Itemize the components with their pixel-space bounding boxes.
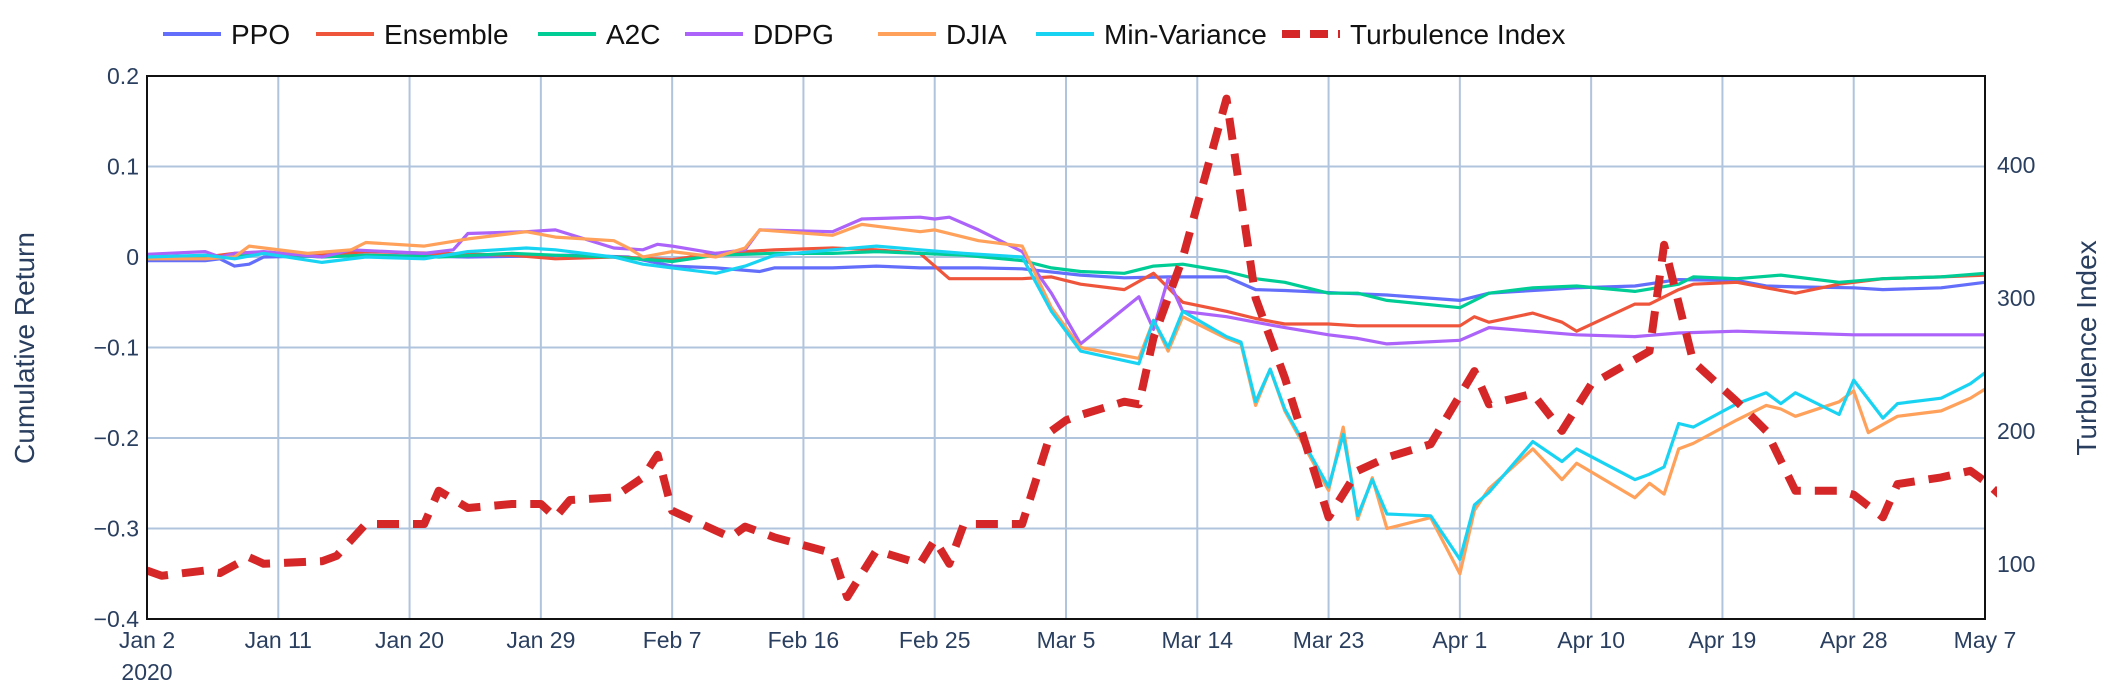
legend-label: Ensemble — [384, 19, 509, 50]
y-tick-label: −0.1 — [94, 335, 139, 361]
y-tick-label: −0.4 — [94, 606, 140, 632]
series-line-ddpg — [146, 215, 1985, 346]
series-line-turbulence-index — [147, 94, 1997, 602]
legend-item-turbulence-index[interactable]: Turbulence Index — [1282, 19, 1565, 50]
legend-item-ppo[interactable]: PPO — [163, 19, 290, 50]
x-year-label: 2020 — [121, 659, 172, 685]
legend-item-a2c[interactable]: A2C — [538, 19, 660, 50]
y2-axis-title: Turbulence Index — [2071, 240, 2102, 455]
legend-label: DDPG — [753, 19, 834, 50]
x-tick-label: Apr 19 — [1689, 627, 1757, 653]
x-tick-label: Mar 5 — [1037, 627, 1096, 653]
legend-label: DJIA — [946, 19, 1007, 50]
legend-label: A2C — [606, 19, 660, 50]
legend-item-ensemble[interactable]: Ensemble — [316, 19, 509, 50]
x-tick-label: Feb 16 — [768, 627, 840, 653]
x-tick-label: Jan 20 — [375, 627, 444, 653]
series-layer — [146, 94, 1997, 602]
legend-item-ddpg[interactable]: DDPG — [685, 19, 834, 50]
y-tick-label: 0.1 — [107, 154, 139, 180]
y-axis-title: Cumulative Return — [9, 232, 40, 464]
series-line-ensemble — [146, 246, 1986, 333]
legend-item-djia[interactable]: DJIA — [878, 19, 1007, 50]
x-tick-label: Apr 28 — [1820, 627, 1888, 653]
x-tick-label: Mar 23 — [1293, 627, 1365, 653]
y2-tick-label: 200 — [1997, 418, 2035, 444]
x-tick-label: Jan 11 — [245, 627, 312, 653]
legend[interactable]: PPO Ensemble A2C DDPG DJIA Min-Variance Turbul… — [163, 19, 1565, 50]
legend-label: PPO — [231, 19, 290, 50]
series-line-a2c — [146, 250, 1986, 310]
plot-frame — [146, 75, 1986, 620]
y2-tick-label: 100 — [1997, 551, 2035, 577]
x-tick-label: Apr 10 — [1557, 627, 1625, 653]
x-tick-label: May 7 — [1954, 627, 2017, 653]
y-tick-label: 0.2 — [107, 63, 139, 89]
x-tick-label: Apr 1 — [1432, 627, 1487, 653]
y-tick-label: −0.2 — [94, 425, 139, 451]
axis-ticks: Jan 2 Jan 11 Jan 20 Jan 29 Feb 7 Feb 16 Feb 25… — [94, 63, 2036, 653]
legend-label: Min-Variance — [1104, 19, 1267, 50]
x-tick-label: Jan 2 — [119, 627, 175, 653]
x-tick-label: Jan 29 — [506, 627, 575, 653]
y2-tick-label: 300 — [1997, 285, 2035, 311]
y-tick-label: 0 — [126, 244, 139, 270]
legend-label: Turbulence Index — [1350, 19, 1565, 50]
x-tick-label: Feb 25 — [899, 627, 971, 653]
x-tick-label: Feb 7 — [643, 627, 702, 653]
y2-tick-label: 400 — [1997, 152, 2035, 178]
y-tick-label: −0.3 — [94, 516, 139, 542]
legend-item-min-variance[interactable]: Min-Variance — [1036, 19, 1267, 50]
x-tick-label: Mar 14 — [1161, 627, 1233, 653]
